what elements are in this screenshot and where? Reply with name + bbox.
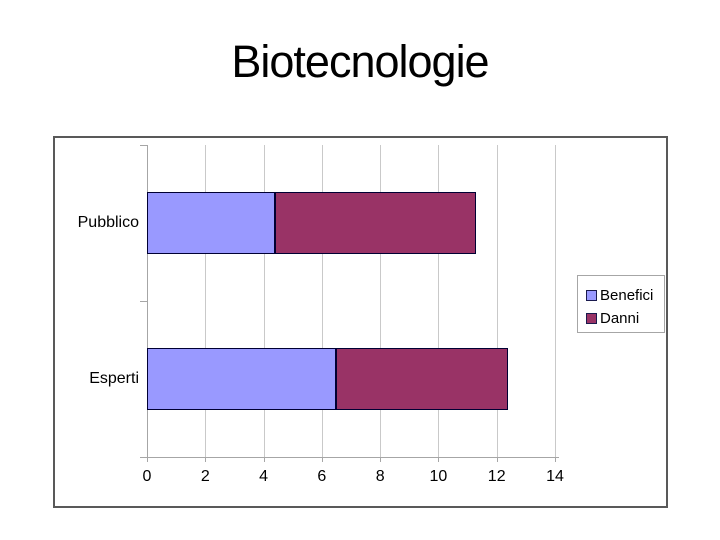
legend-label: Benefici	[600, 287, 654, 304]
x-axis-tick	[205, 457, 207, 462]
x-axis-tick	[321, 457, 323, 462]
x-tick-label: 8	[375, 468, 385, 485]
legend: Benefici Danni	[577, 275, 665, 333]
x-axis-tick	[147, 457, 148, 462]
y-axis-tick	[140, 301, 147, 302]
x-tick-label: 0	[142, 468, 152, 485]
legend-swatch-icon	[586, 290, 597, 301]
bar-segment-benefici	[147, 192, 275, 254]
gridline	[380, 145, 382, 457]
x-tick-label: 6	[317, 468, 327, 485]
x-tick-label: 4	[259, 468, 269, 485]
y-axis	[147, 145, 148, 457]
x-tick-label: 10	[429, 468, 448, 485]
bar-segment-benefici	[147, 348, 336, 410]
x-axis-tick	[380, 457, 382, 462]
x-tick-label: 2	[200, 468, 210, 485]
chart-frame: Pubblico Esperti 0 2 4 6 8 10 12 14 Benefici Danni	[53, 136, 668, 508]
gridline	[438, 145, 440, 457]
legend-entry-danni: Danni	[586, 307, 664, 330]
x-axis-tick	[496, 457, 498, 462]
x-axis-tick	[438, 457, 440, 462]
category-label: Esperti	[89, 370, 139, 387]
legend-entry-benefici: Benefici	[586, 284, 664, 307]
x-axis	[143, 457, 559, 458]
x-tick-label: 12	[487, 468, 506, 485]
y-axis-tick	[140, 145, 147, 146]
gridline	[555, 145, 556, 457]
gridline	[263, 145, 265, 457]
gridline	[496, 145, 498, 457]
x-axis-tick	[555, 457, 556, 462]
x-axis-tick	[263, 457, 265, 462]
bar-segment-danni	[275, 192, 477, 254]
gridline	[205, 145, 207, 457]
category-label: Pubblico	[77, 214, 139, 231]
x-tick-label: 14	[546, 468, 564, 485]
slide-title: Biotecnologie	[231, 36, 489, 87]
bar-segment-danni	[336, 348, 509, 410]
legend-label: Danni	[600, 310, 640, 327]
y-axis-tick	[140, 457, 147, 458]
gridline	[321, 145, 323, 457]
legend-swatch-icon	[586, 313, 597, 324]
